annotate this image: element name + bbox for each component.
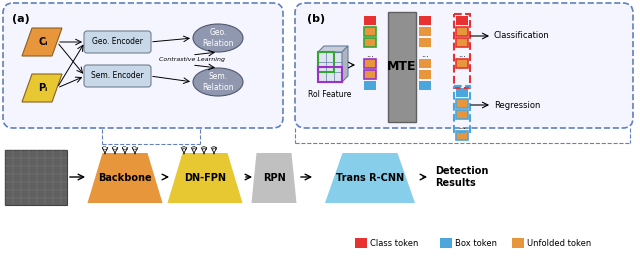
Text: Geo.
Relation: Geo. Relation bbox=[202, 28, 234, 48]
Text: Contrastive Learning: Contrastive Learning bbox=[159, 58, 225, 63]
Bar bbox=[318, 52, 334, 72]
Text: Classification: Classification bbox=[494, 32, 550, 41]
FancyBboxPatch shape bbox=[3, 3, 283, 128]
Text: C₂: C₂ bbox=[102, 146, 108, 151]
Text: P₄: P₄ bbox=[201, 146, 207, 151]
Bar bbox=[364, 16, 376, 25]
Bar bbox=[456, 38, 468, 47]
Text: (b): (b) bbox=[307, 14, 325, 24]
Text: Backbone: Backbone bbox=[98, 173, 152, 183]
FancyBboxPatch shape bbox=[84, 31, 151, 53]
Bar bbox=[364, 38, 376, 47]
Text: ...: ... bbox=[421, 50, 429, 59]
Bar bbox=[419, 81, 431, 90]
Text: ...: ... bbox=[366, 50, 374, 59]
Bar bbox=[456, 88, 468, 97]
FancyBboxPatch shape bbox=[295, 3, 633, 128]
Bar bbox=[419, 38, 431, 47]
Bar bbox=[355, 238, 367, 248]
Bar bbox=[456, 59, 468, 68]
Ellipse shape bbox=[193, 24, 243, 52]
Polygon shape bbox=[22, 74, 62, 102]
Text: Regression: Regression bbox=[494, 100, 540, 109]
Bar bbox=[364, 81, 376, 90]
Polygon shape bbox=[168, 153, 243, 203]
Text: MTE: MTE bbox=[387, 60, 417, 73]
Bar bbox=[440, 238, 452, 248]
Text: C₅: C₅ bbox=[132, 146, 138, 151]
Text: Class token: Class token bbox=[370, 238, 419, 248]
Bar bbox=[419, 59, 431, 68]
Text: Geo. Encoder: Geo. Encoder bbox=[92, 38, 143, 46]
Text: Pᵢ: Pᵢ bbox=[38, 83, 47, 93]
Bar bbox=[456, 110, 468, 119]
Polygon shape bbox=[88, 153, 163, 203]
Text: Box token: Box token bbox=[455, 238, 497, 248]
Bar bbox=[388, 12, 416, 122]
Text: Sem. Encoder: Sem. Encoder bbox=[91, 72, 144, 81]
Bar bbox=[456, 16, 468, 25]
Text: Cᵢ: Cᵢ bbox=[38, 37, 48, 47]
Polygon shape bbox=[325, 153, 415, 203]
Bar bbox=[454, 14, 470, 88]
Text: P₅: P₅ bbox=[211, 146, 217, 151]
Text: P₃: P₃ bbox=[191, 146, 197, 151]
Bar bbox=[456, 131, 468, 140]
Bar bbox=[512, 238, 524, 248]
Text: Sem.
Relation: Sem. Relation bbox=[202, 72, 234, 92]
Text: RoI Feature: RoI Feature bbox=[308, 90, 352, 99]
Polygon shape bbox=[252, 153, 296, 203]
Text: Detection
Results: Detection Results bbox=[435, 166, 488, 188]
Bar bbox=[5, 150, 67, 205]
Text: P₂: P₂ bbox=[181, 146, 187, 151]
Text: DN-FPN: DN-FPN bbox=[184, 173, 226, 183]
Bar bbox=[419, 70, 431, 79]
Text: RPN: RPN bbox=[262, 173, 285, 183]
Polygon shape bbox=[22, 28, 62, 56]
Bar bbox=[419, 27, 431, 36]
Bar bbox=[364, 59, 376, 68]
Text: Unfolded token: Unfolded token bbox=[527, 238, 591, 248]
Text: C₄: C₄ bbox=[122, 146, 129, 151]
Bar bbox=[364, 27, 376, 36]
Polygon shape bbox=[342, 46, 348, 82]
Ellipse shape bbox=[193, 68, 243, 96]
Bar bbox=[454, 86, 470, 132]
Text: ...: ... bbox=[458, 50, 466, 59]
Polygon shape bbox=[318, 52, 342, 82]
FancyBboxPatch shape bbox=[84, 65, 151, 87]
Text: (a): (a) bbox=[12, 14, 29, 24]
Bar bbox=[318, 67, 342, 82]
Bar bbox=[419, 16, 431, 25]
Text: ...: ... bbox=[458, 122, 466, 131]
Bar bbox=[364, 70, 376, 79]
Polygon shape bbox=[318, 46, 348, 52]
Bar bbox=[456, 27, 468, 36]
Text: Trans R-CNN: Trans R-CNN bbox=[336, 173, 404, 183]
Bar bbox=[456, 99, 468, 108]
Text: C₃: C₃ bbox=[111, 146, 118, 151]
